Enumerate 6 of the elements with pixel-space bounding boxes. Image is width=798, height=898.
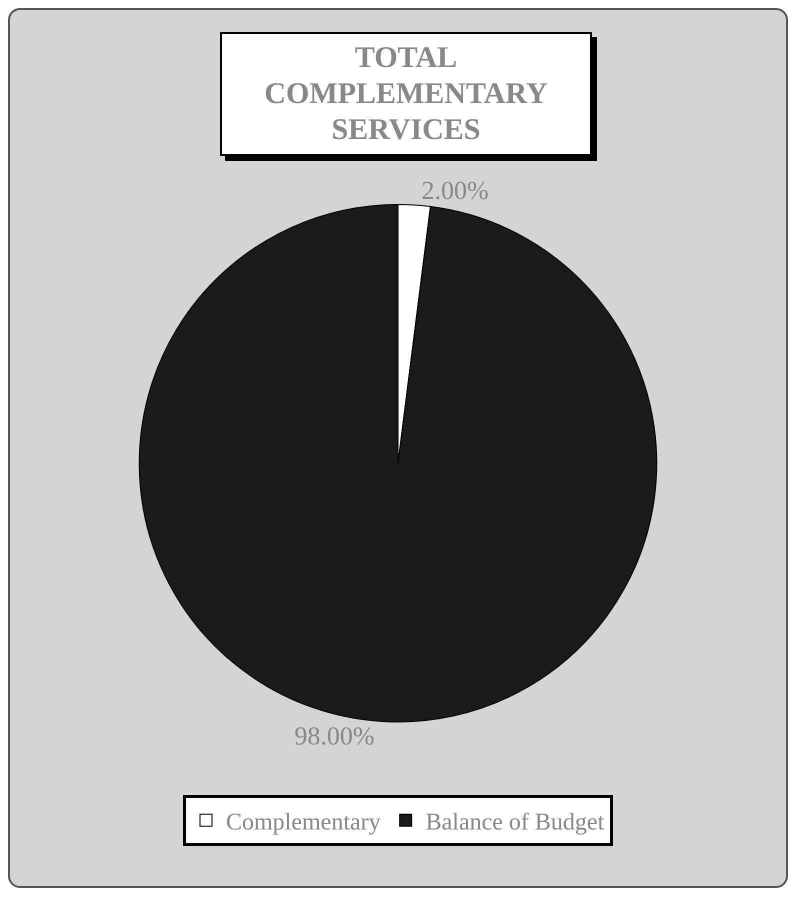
- data-label: 2.00%: [421, 176, 489, 206]
- legend-label: Balance of Budget: [426, 810, 605, 836]
- chart-title: TOTAL COMPLEMENTARY SERVICES: [220, 32, 592, 156]
- data-label: 98.00%: [294, 721, 375, 750]
- pie-slice: [138, 204, 658, 722]
- legend-label: Complementary: [226, 810, 381, 836]
